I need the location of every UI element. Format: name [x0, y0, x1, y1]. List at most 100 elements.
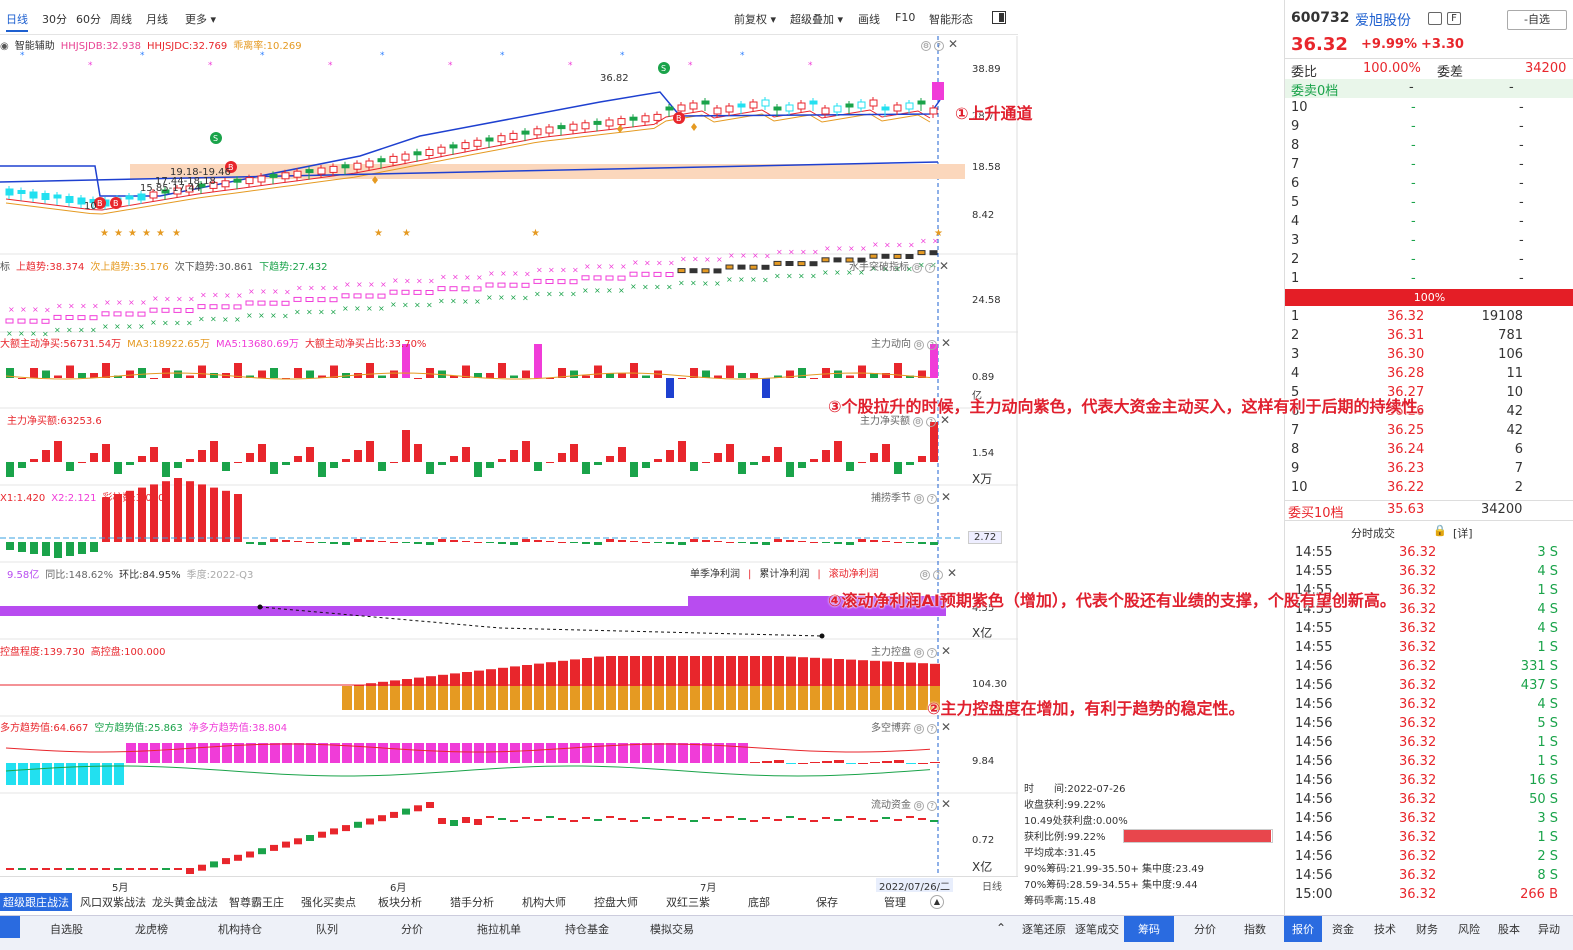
close-icon[interactable]: ✕ [941, 720, 952, 734]
tab-strategy[interactable]: 板块分析 [378, 896, 422, 909]
tab-strategy[interactable]: 智尊霸王庄 [229, 896, 284, 909]
period-tab-week[interactable]: 周线 [110, 13, 132, 26]
tab-tick-restore[interactable]: 逐笔还原 [1022, 923, 1066, 936]
help-icon[interactable]: ? [927, 494, 937, 504]
net-buy-bar [234, 462, 242, 463]
help-icon[interactable]: ? [933, 570, 943, 580]
tab-capital[interactable]: 资金 [1332, 923, 1354, 936]
tab-strategy[interactable]: 底部 [748, 896, 770, 909]
settings-icon[interactable]: ⚙ [912, 263, 922, 273]
help-icon[interactable]: ? [927, 340, 937, 350]
help-icon[interactable]: ? [934, 41, 944, 51]
adjust-menu[interactable]: 前复权 ▾ [734, 13, 777, 26]
tab-strategy[interactable]: 强化买卖点 [301, 896, 356, 909]
signal-badge [673, 112, 685, 124]
help-icon[interactable]: ? [926, 417, 936, 427]
tab-strategy[interactable]: 控盘大师 [594, 896, 638, 909]
settings-icon[interactable]: ⚙ [913, 417, 923, 427]
nav-dragon-tiger[interactable]: 龙虎榜 [135, 923, 168, 936]
close-icon[interactable]: ✕ [941, 644, 952, 658]
close-icon[interactable]: ✕ [941, 797, 952, 811]
help-icon[interactable]: ? [927, 648, 937, 658]
f10-button[interactable]: F10 [895, 11, 916, 24]
tab-single-quarter-profit[interactable]: 单季净利润 [690, 569, 740, 580]
force-bar [66, 365, 74, 378]
close-icon[interactable]: ✕ [947, 566, 958, 580]
draw-button[interactable]: 画线 [858, 13, 880, 26]
settings-icon[interactable]: ⚙ [921, 41, 931, 51]
tab-anomaly[interactable]: 异动 [1538, 923, 1560, 936]
tab-finance[interactable]: 财务 [1416, 923, 1438, 936]
settings-icon[interactable]: ⚙ [920, 570, 930, 580]
wb-value: 100.00% [1363, 61, 1421, 76]
pattern-button[interactable]: 智能形态 [929, 13, 973, 26]
period-tab-day[interactable]: 日线 [6, 11, 28, 32]
settings-icon[interactable]: ⚙ [914, 724, 924, 734]
lock-icon[interactable] [1428, 12, 1442, 25]
info-icon[interactable]: F [1447, 12, 1461, 25]
collapse-up-icon[interactable]: ▲ [930, 895, 944, 909]
tab-price-dist[interactable]: 分价 [1194, 923, 1216, 936]
trend-x: × [428, 277, 435, 286]
tab-cumulative-profit[interactable]: 累计净利润 [759, 569, 810, 580]
tab-strategy[interactable]: 风口双紫战法 [80, 896, 146, 909]
period-more-menu[interactable]: 更多 ▾ [185, 13, 217, 26]
tab-tick-trades[interactable]: 逐笔成交 [1075, 923, 1119, 936]
close-icon[interactable]: ✕ [948, 37, 959, 51]
trend-bar [18, 763, 28, 785]
add-watchlist-button[interactable]: -自选 [1507, 10, 1567, 30]
help-icon[interactable]: ? [927, 801, 937, 811]
help-icon[interactable]: ? [925, 263, 935, 273]
trend-x: × [726, 275, 733, 284]
chevron-up-icon[interactable]: ⌃ [996, 921, 1007, 935]
settings-icon[interactable]: ⚙ [914, 340, 924, 350]
nav-funds[interactable]: 持仓基金 [565, 923, 609, 936]
trend-x: × [594, 286, 601, 295]
tab-risk[interactable]: 风险 [1458, 923, 1480, 936]
settings-icon[interactable]: ⚙ [914, 648, 924, 658]
nav-watchlist[interactable]: 自选股 [50, 923, 83, 936]
nav-tractor[interactable]: 拖拉机单 [477, 923, 521, 936]
close-icon[interactable]: ✕ [939, 259, 950, 273]
panel-toggle-icon[interactable] [992, 11, 1006, 24]
tab-shares[interactable]: 股本 [1498, 923, 1520, 936]
nav-queue[interactable]: 队列 [316, 923, 338, 936]
tab-quote[interactable]: 报价 [1284, 916, 1322, 942]
control-bar [354, 684, 364, 686]
period-tab-60min[interactable]: 60分 [76, 13, 101, 26]
close-icon[interactable]: ✕ [941, 490, 952, 504]
help-icon[interactable]: ? [927, 724, 937, 734]
nav-simulate[interactable]: 模拟交易 [650, 923, 694, 936]
trend-candle [317, 297, 326, 303]
tick-row: 14:56 36.32 16 S [1285, 772, 1573, 791]
tab-strategy[interactable]: 龙头黄金战法 [152, 896, 218, 909]
nav-price-dist[interactable]: 分价 [401, 923, 423, 936]
tab-technical[interactable]: 技术 [1374, 923, 1396, 936]
sell-level: 2 [1291, 252, 1300, 267]
period-tab-month[interactable]: 月线 [146, 13, 168, 26]
tab-index[interactable]: 指数 [1244, 923, 1266, 936]
settings-icon[interactable]: ⚙ [914, 801, 924, 811]
tab-strategy[interactable]: 机构大师 [522, 896, 566, 909]
settings-icon[interactable]: ⚙ [914, 494, 924, 504]
ticks-detail-link[interactable]: [详] [1453, 527, 1473, 540]
tab-rolling-profit[interactable]: 滚动净利润 [828, 569, 879, 580]
tab-chips[interactable]: 筹码 [1124, 916, 1174, 942]
control-bar [642, 656, 652, 686]
nav-institution[interactable]: 机构持仓 [218, 923, 262, 936]
tab-save[interactable]: 保存 [816, 896, 838, 909]
season-bar [366, 540, 374, 542]
period-tab-30min[interactable]: 30分 [42, 13, 67, 26]
net-buy-bar [114, 462, 122, 474]
close-icon[interactable]: ✕ [941, 336, 952, 350]
tab-strategy[interactable]: 双红三紫 [666, 896, 710, 909]
tab-strategy[interactable]: 超级跟庄战法 [0, 893, 72, 911]
close-icon[interactable]: ✕ [940, 413, 951, 427]
panel-expand-icon[interactable]: ◉ [0, 41, 9, 52]
tab-strategy[interactable]: 猎手分析 [450, 896, 494, 909]
tab-manage[interactable]: 管理 [884, 896, 906, 909]
stock-name[interactable]: 爱旭股份 [1355, 13, 1411, 29]
overlay-menu[interactable]: 超级叠加 ▾ [790, 13, 844, 26]
